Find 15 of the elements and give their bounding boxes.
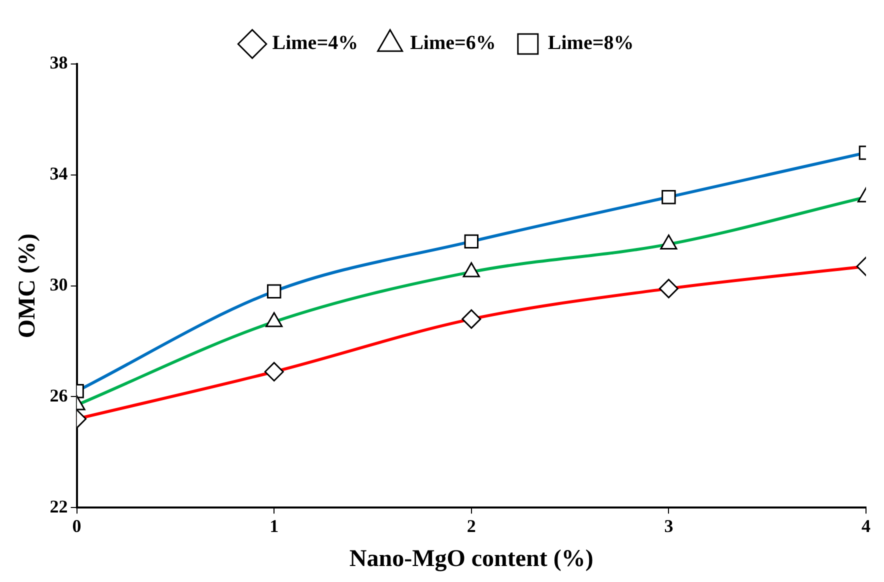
x-tick-label: 4 <box>862 516 870 536</box>
y-tick-label: 22 <box>50 496 68 516</box>
legend-label: Lime=8% <box>548 32 634 54</box>
y-tick-label: 30 <box>50 274 68 294</box>
y-tick-label: 38 <box>50 52 68 73</box>
y-axis-title: OMC (%) <box>14 233 41 338</box>
legend-label: Lime=6% <box>410 32 496 54</box>
x-tick-label: 2 <box>466 516 476 536</box>
x-tick-label: 1 <box>270 516 279 536</box>
legend-label: Lime=4% <box>272 32 358 54</box>
x-tick-label: 3 <box>664 516 674 536</box>
x-tick-label: 0 <box>72 516 82 536</box>
y-tick-label: 26 <box>50 385 68 406</box>
y-tick-label: 34 <box>50 164 68 184</box>
x-axis-title: Nano-MgO content (%) <box>349 546 594 572</box>
